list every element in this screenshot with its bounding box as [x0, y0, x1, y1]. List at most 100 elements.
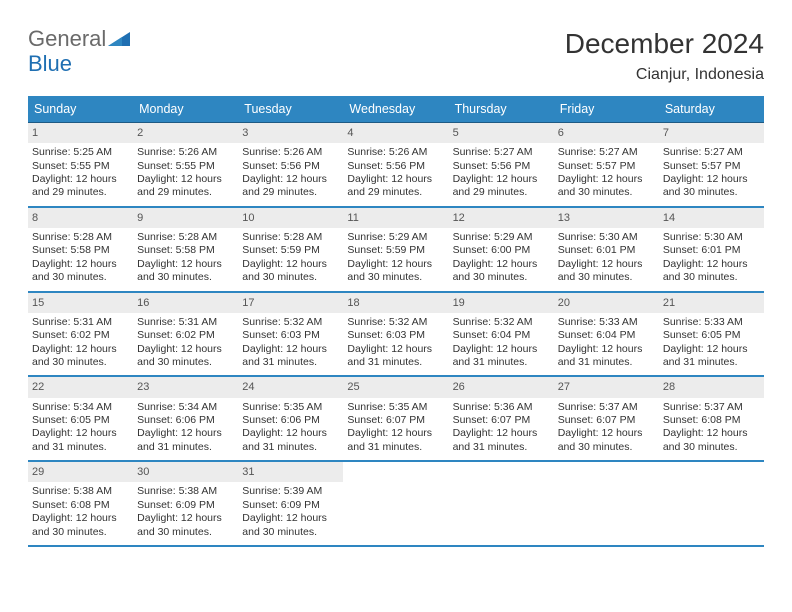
daylight-line-2: and 31 minutes. [453, 441, 550, 454]
sunset-line: Sunset: 5:57 PM [558, 160, 655, 173]
day-number: 4 [343, 123, 448, 143]
day-cell [659, 462, 764, 545]
sunset-line: Sunset: 6:07 PM [347, 414, 444, 427]
day-cell: 2Sunrise: 5:26 AMSunset: 5:55 PMDaylight… [133, 123, 238, 206]
sunrise-line: Sunrise: 5:33 AM [663, 316, 760, 329]
weekday-header: Saturday [659, 96, 764, 122]
weekday-header: Wednesday [343, 96, 448, 122]
day-details: Sunrise: 5:35 AMSunset: 6:07 PMDaylight:… [347, 401, 444, 455]
daylight-line-1: Daylight: 12 hours [347, 173, 444, 186]
sunrise-line: Sunrise: 5:26 AM [347, 146, 444, 159]
day-number: 24 [238, 377, 343, 397]
sunrise-line: Sunrise: 5:25 AM [32, 146, 129, 159]
daylight-line-1: Daylight: 12 hours [558, 427, 655, 440]
day-details: Sunrise: 5:25 AMSunset: 5:55 PMDaylight:… [32, 146, 129, 200]
day-cell: 24 Sunrise: 5:35 AMSunset: 6:06 PMDayligh… [238, 377, 343, 460]
day-cell: 8Sunrise: 5:28 AMSunset: 5:58 PMDaylight… [28, 208, 133, 291]
sunset-line: Sunset: 5:55 PM [137, 160, 234, 173]
daylight-line-2: and 31 minutes. [32, 441, 129, 454]
day-details: Sunrise: 5:29 AMSunset: 6:00 PMDaylight:… [453, 231, 550, 285]
daylight-line-1: Daylight: 12 hours [137, 512, 234, 525]
day-cell: 6Sunrise: 5:27 AMSunset: 5:57 PMDaylight… [554, 123, 659, 206]
day-number: 5 [449, 123, 554, 143]
logo: General Blue [28, 28, 130, 77]
day-cell: 4 Sunrise: 5:26 AMSunset: 5:56 PMDaylight… [343, 123, 448, 206]
daylight-line-2: and 30 minutes. [558, 441, 655, 454]
day-details: Sunrise: 5:29 AMSunset: 5:59 PMDaylight:… [347, 231, 444, 285]
sunset-line: Sunset: 6:02 PM [137, 329, 234, 342]
day-details: Sunrise: 5:31 AMSunset: 6:02 PMDaylight:… [137, 316, 234, 370]
daylight-line-1: Daylight: 12 hours [242, 427, 339, 440]
sunset-line: Sunset: 5:58 PM [32, 244, 129, 257]
week-row: 8Sunrise: 5:28 AMSunset: 5:58 PMDaylight… [28, 208, 764, 293]
daylight-line-1: Daylight: 12 hours [558, 173, 655, 186]
daylight-line-2: and 30 minutes. [32, 271, 129, 284]
day-details: Sunrise: 5:28 AMSunset: 5:58 PMDaylight:… [137, 231, 234, 285]
day-details: Sunrise: 5:36 AMSunset: 6:07 PMDaylight:… [453, 401, 550, 455]
sunset-line: Sunset: 6:06 PM [242, 414, 339, 427]
sunrise-line: Sunrise: 5:28 AM [242, 231, 339, 244]
day-cell: 3Sunrise: 5:26 AMSunset: 5:56 PMDaylight… [238, 123, 343, 206]
daylight-line-1: Daylight: 12 hours [663, 258, 760, 271]
day-number: 23 [133, 377, 238, 397]
daylight-line-1: Daylight: 12 hours [347, 427, 444, 440]
daylight-line-2: and 30 minutes. [32, 356, 129, 369]
day-cell: 14Sunrise: 5:30 AMSunset: 6:01 PMDayligh… [659, 208, 764, 291]
calendar: SundayMondayTuesdayWednesdayThursdayFrid… [28, 96, 764, 547]
sunset-line: Sunset: 6:04 PM [453, 329, 550, 342]
day-cell: 31Sunrise: 5:39 AMSunset: 6:09 PMDayligh… [238, 462, 343, 545]
daylight-line-2: and 30 minutes. [242, 526, 339, 539]
daylight-line-1: Daylight: 12 hours [663, 173, 760, 186]
logo-text-block: General Blue [28, 28, 130, 77]
day-number: 31 [238, 462, 343, 482]
day-number: 3 [238, 123, 343, 143]
logo-word1: General [28, 26, 106, 51]
day-number: 7 [659, 123, 764, 143]
day-cell: 25Sunrise: 5:35 AMSunset: 6:07 PMDayligh… [343, 377, 448, 460]
weekday-header: Monday [133, 96, 238, 122]
weekday-header: Friday [554, 96, 659, 122]
day-details: Sunrise: 5:31 AMSunset: 6:02 PMDaylight:… [32, 316, 129, 370]
day-details: Sunrise: 5:37 AMSunset: 6:07 PMDaylight:… [558, 401, 655, 455]
sunrise-line: Sunrise: 5:31 AM [137, 316, 234, 329]
day-cell: 22Sunrise: 5:34 AMSunset: 6:05 PMDayligh… [28, 377, 133, 460]
sunset-line: Sunset: 6:05 PM [32, 414, 129, 427]
day-number: 12 [449, 208, 554, 228]
sunrise-line: Sunrise: 5:26 AM [242, 146, 339, 159]
daylight-line-2: and 30 minutes. [347, 271, 444, 284]
weeks-container: 1Sunrise: 5:25 AMSunset: 5:55 PMDaylight… [28, 123, 764, 547]
daylight-line-1: Daylight: 12 hours [453, 343, 550, 356]
daylight-line-2: and 30 minutes. [663, 186, 760, 199]
day-number: 13 [554, 208, 659, 228]
sunrise-line: Sunrise: 5:30 AM [663, 231, 760, 244]
day-details: Sunrise: 5:33 AMSunset: 6:05 PMDaylight:… [663, 316, 760, 370]
daylight-line-2: and 31 minutes. [242, 356, 339, 369]
daylight-line-1: Daylight: 12 hours [663, 343, 760, 356]
daylight-line-2: and 30 minutes. [137, 526, 234, 539]
day-cell: 1Sunrise: 5:25 AMSunset: 5:55 PMDaylight… [28, 123, 133, 206]
day-number: 30 [133, 462, 238, 482]
sunset-line: Sunset: 6:07 PM [558, 414, 655, 427]
sunset-line: Sunset: 6:07 PM [453, 414, 550, 427]
sunrise-line: Sunrise: 5:32 AM [242, 316, 339, 329]
sunrise-line: Sunrise: 5:35 AM [242, 401, 339, 414]
week-row: 1Sunrise: 5:25 AMSunset: 5:55 PMDaylight… [28, 123, 764, 208]
sunset-line: Sunset: 5:56 PM [453, 160, 550, 173]
daylight-line-2: and 30 minutes. [663, 271, 760, 284]
day-details: Sunrise: 5:34 AMSunset: 6:05 PMDaylight:… [32, 401, 129, 455]
day-details: Sunrise: 5:32 AMSunset: 6:03 PMDaylight:… [347, 316, 444, 370]
day-cell: 27Sunrise: 5:37 AMSunset: 6:07 PMDayligh… [554, 377, 659, 460]
sunset-line: Sunset: 5:56 PM [242, 160, 339, 173]
day-details: Sunrise: 5:32 AMSunset: 6:03 PMDaylight:… [242, 316, 339, 370]
sunset-line: Sunset: 6:00 PM [453, 244, 550, 257]
day-details: Sunrise: 5:32 AMSunset: 6:04 PMDaylight:… [453, 316, 550, 370]
sunset-line: Sunset: 5:56 PM [347, 160, 444, 173]
title-block: December 2024 Cianjur, Indonesia [565, 28, 764, 84]
day-number: 14 [659, 208, 764, 228]
daylight-line-1: Daylight: 12 hours [32, 343, 129, 356]
day-details: Sunrise: 5:38 AMSunset: 6:09 PMDaylight:… [137, 485, 234, 539]
day-details: Sunrise: 5:26 AMSunset: 5:55 PMDaylight:… [137, 146, 234, 200]
day-number: 16 [133, 293, 238, 313]
sunrise-line: Sunrise: 5:29 AM [347, 231, 444, 244]
sunset-line: Sunset: 5:57 PM [663, 160, 760, 173]
